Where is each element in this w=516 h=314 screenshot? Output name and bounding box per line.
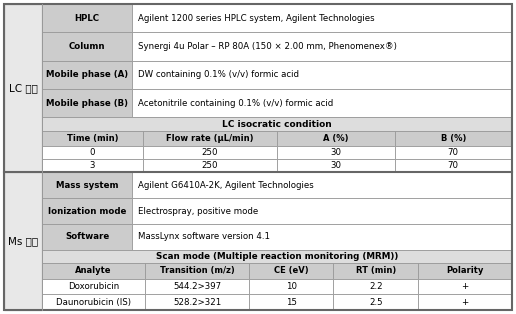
Bar [42, 198, 132, 224]
Bar [42, 32, 132, 61]
Bar [146, 295, 249, 310]
Bar [249, 263, 333, 279]
Text: 70: 70 [448, 161, 459, 170]
Bar [395, 131, 512, 146]
Text: Agilent 1200 series HPLC system, Agilent Technologies: Agilent 1200 series HPLC system, Agilent… [138, 14, 375, 23]
Text: 3: 3 [90, 161, 95, 170]
Bar [42, 117, 512, 131]
Text: Transition (m/z): Transition (m/z) [160, 267, 234, 275]
Text: +: + [461, 282, 469, 291]
Bar [146, 263, 249, 279]
Text: B (%): B (%) [441, 134, 466, 143]
Text: A (%): A (%) [323, 134, 348, 143]
Text: CE (eV): CE (eV) [274, 267, 309, 275]
Bar [132, 4, 512, 32]
Bar [277, 131, 395, 146]
Bar [132, 61, 512, 89]
Bar [42, 146, 143, 159]
Text: Flow rate (μL/min): Flow rate (μL/min) [166, 134, 254, 143]
Text: RT (min): RT (min) [356, 267, 396, 275]
Text: Electrospray, positive mode: Electrospray, positive mode [138, 207, 258, 215]
Bar [42, 279, 146, 295]
Text: 2.5: 2.5 [369, 298, 382, 307]
Text: 70: 70 [448, 148, 459, 157]
Text: Polarity: Polarity [446, 267, 483, 275]
Bar [333, 279, 418, 295]
Bar [42, 250, 512, 263]
Text: Mobile phase (A): Mobile phase (A) [46, 70, 128, 79]
Text: Daunorubicin (IS): Daunorubicin (IS) [56, 298, 131, 307]
Bar [4, 4, 42, 172]
Text: Scan mode (Multiple reaction monitoring (MRM)): Scan mode (Multiple reaction monitoring … [156, 252, 398, 261]
Bar [132, 32, 512, 61]
Bar [42, 89, 132, 117]
Text: Doxorubicin: Doxorubicin [68, 282, 119, 291]
Bar [132, 172, 512, 198]
Text: HPLC: HPLC [74, 14, 100, 23]
Text: MassLynx software version 4.1: MassLynx software version 4.1 [138, 232, 270, 241]
Text: Agilent G6410A-2K, Agilent Technologies: Agilent G6410A-2K, Agilent Technologies [138, 181, 314, 190]
Text: 15: 15 [285, 298, 297, 307]
Bar [143, 159, 277, 172]
Bar [333, 263, 418, 279]
Bar [42, 131, 143, 146]
Text: 544.2>397: 544.2>397 [173, 282, 221, 291]
Text: LC 분석: LC 분석 [9, 83, 38, 93]
Text: Analyte: Analyte [75, 267, 112, 275]
Text: Ionization mode: Ionization mode [48, 207, 126, 215]
Bar [277, 146, 395, 159]
Bar [132, 198, 512, 224]
Text: Synergi 4u Polar – RP 80A (150 × 2.00 mm, Phenomenex®): Synergi 4u Polar – RP 80A (150 × 2.00 mm… [138, 42, 397, 51]
Text: 250: 250 [202, 148, 218, 157]
Text: 10: 10 [285, 282, 297, 291]
Bar [42, 172, 132, 198]
Bar [42, 4, 132, 32]
Bar [132, 224, 512, 250]
Text: +: + [461, 298, 469, 307]
Bar [4, 172, 42, 310]
Text: Time (min): Time (min) [67, 134, 118, 143]
Bar [42, 263, 146, 279]
Text: Mobile phase (B): Mobile phase (B) [46, 99, 128, 108]
Text: 0: 0 [90, 148, 95, 157]
Text: 528.2>321: 528.2>321 [173, 298, 221, 307]
Bar [146, 279, 249, 295]
Text: LC isocratic condition: LC isocratic condition [222, 120, 332, 129]
Bar [418, 295, 512, 310]
Text: DW containing 0.1% (v/v) formic acid: DW containing 0.1% (v/v) formic acid [138, 70, 299, 79]
Bar [249, 279, 333, 295]
Bar [42, 224, 132, 250]
Text: Column: Column [69, 42, 105, 51]
Text: Ms 분석: Ms 분석 [8, 236, 38, 246]
Text: Mass system: Mass system [56, 181, 118, 190]
Bar [143, 131, 277, 146]
Bar [418, 263, 512, 279]
Text: 30: 30 [330, 148, 341, 157]
Bar [395, 159, 512, 172]
Text: 2.2: 2.2 [369, 282, 382, 291]
Text: 30: 30 [330, 161, 341, 170]
Bar [418, 279, 512, 295]
Bar [333, 295, 418, 310]
Bar [132, 89, 512, 117]
Bar [395, 146, 512, 159]
Text: Software: Software [65, 232, 109, 241]
Bar [277, 159, 395, 172]
Bar [42, 295, 146, 310]
Bar [249, 295, 333, 310]
Bar [42, 61, 132, 89]
Text: 250: 250 [202, 161, 218, 170]
Bar [42, 159, 143, 172]
Bar [143, 146, 277, 159]
Text: Acetonitrile containing 0.1% (v/v) formic acid: Acetonitrile containing 0.1% (v/v) formi… [138, 99, 333, 108]
